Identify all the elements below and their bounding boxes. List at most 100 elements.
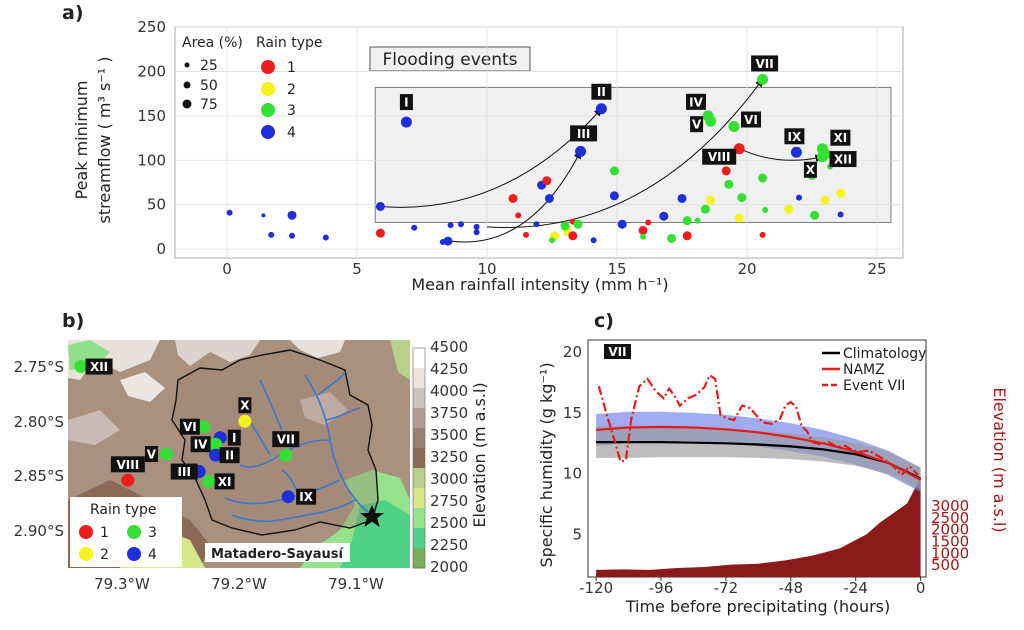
a-ytick-5: 250 [137,18,166,36]
colorbar-label: Elevation (m a.s.l) [470,382,489,527]
map-event-X-bg [238,397,252,414]
panel-c-legend: Climatology NAMZ Event VII [822,346,926,394]
map-event-IV-bg [190,436,211,453]
rain-legend-item-4: 4 [287,125,296,141]
rain-legend-item-1: 1 [287,60,296,76]
elevation-colorbar: 4500 4250 4000 3750 3500 3250 3000 2750 2500 2250… [412,338,468,576]
c-xtick-4: -24 [843,579,868,597]
c-y2tick-5: 3000 [931,497,969,515]
a-point-43 [706,195,716,205]
map-ytick-4: 2.90°S [14,522,64,540]
a-point-40 [682,231,692,241]
legend-climatology: Climatology [843,346,926,362]
map-legend-item-2: 2 [100,547,109,563]
a-point-21 [544,193,554,203]
a-ytick-0: 0 [156,240,166,258]
map-event-point-4 [209,437,223,451]
a-arrow-3 [738,148,824,163]
map-event-point-11 [281,490,295,504]
a-event-XII-label: XII [834,153,852,167]
map-legend-title: Rain type [90,502,157,518]
a-event-VIII-label: VIII [708,150,731,164]
a-event-III-label: III [577,127,590,141]
a-point-47 [737,193,747,203]
a-event-III-bg [570,125,598,142]
c-ytick-0: 5 [572,525,582,543]
colorbar-tick-0: 4500 [430,338,468,356]
event-tag-bg [604,344,631,359]
a-point-33 [638,225,648,235]
panel-a-label: a) [62,2,84,24]
map-legend-marker-4 [127,547,141,561]
area-legend-item-25: 25 [200,58,218,74]
terrain-high-5 [68,410,120,445]
a-event-XII-bg [829,151,857,168]
map-event-point-2 [197,420,211,434]
a-event-VII-label: VII [755,57,773,71]
colorbar-swatch-7 [413,488,425,509]
a-point-4 [289,232,295,239]
map-ytick-3: 2.85°S [14,467,64,485]
colorbar-swatch-2 [413,388,425,409]
map-event-III-label: III [178,465,191,479]
legend-event: Event VII [843,378,905,394]
a-event-XI-bg [830,129,851,146]
map-event-II-bg [219,447,240,464]
map-event-VII-bg [272,431,300,448]
rain-legend-marker-3 [261,103,275,117]
colorbar-tick-6: 3000 [430,470,468,488]
area-legend-marker-25 [184,62,190,68]
rain-legend-title: Rain type [256,35,323,51]
map-event-point-9 [202,474,216,488]
a-point-14 [473,229,480,236]
rain-legend-item-2: 2 [287,82,296,98]
a-point-5 [322,234,329,241]
map-event-V-bg [144,446,158,463]
map-event-point-7 [279,448,293,462]
a-point-39 [682,216,692,226]
a-event-V-label: V [692,118,702,132]
terrain-high-2 [175,340,260,366]
a-point-37 [667,233,677,243]
a-point-28 [560,221,570,231]
c-y2tick-1: 1000 [931,544,969,562]
rain-type-legend: Rain type 1 2 3 4 [256,35,323,141]
rain-legend-item-3: 3 [287,103,296,119]
map-event-IX-bg [296,488,317,505]
basin-label-bg [205,543,350,562]
area-legend-marker-75 [182,99,192,109]
a-point-38 [677,193,687,203]
a-event-VI-label: VI [744,113,758,127]
map-event-II-label: II [225,449,234,463]
a-point-1 [261,213,266,218]
a-point-32 [617,219,627,229]
a-point-10 [443,236,453,246]
rain-legend-marker-4 [261,125,275,139]
colorbar-tick-7: 2750 [430,492,468,510]
c-ytick-1: 10 [563,465,582,483]
panel-c: c) VII Climatology NAMZ Event VII -120 -9… [537,310,1009,616]
a-point-51 [784,204,794,214]
map-ytick-1: 2.75°S [14,358,64,376]
a-event-XI-label: XI [834,131,848,145]
map-event-X-label: X [240,399,250,413]
a-event-IV-bg [686,93,706,110]
a-point-31 [609,191,619,201]
map-xtick-3: 79.1°W [328,575,384,593]
river-branch-5 [324,407,361,421]
a-event-point-4 [705,115,717,127]
colorbar-tick-9: 2250 [430,536,468,554]
elevation-area [596,477,921,577]
map-event-VIII-bg [110,456,145,473]
colorbar-swatch-6 [413,468,425,489]
a-point-18 [533,221,540,228]
c-xtick-5: 0 [916,579,926,597]
a-ytick-3: 150 [137,107,166,125]
event-vii-line [597,373,919,477]
a-arrow-1 [450,150,582,243]
a-point-30 [609,166,619,176]
a-event-point-1 [595,103,607,115]
